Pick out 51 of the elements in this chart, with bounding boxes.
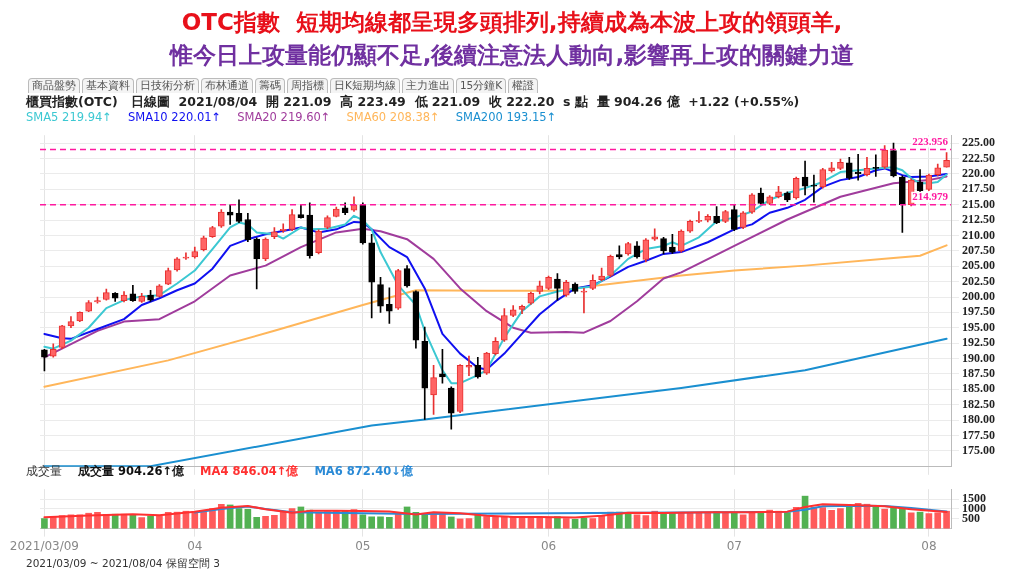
text: 日K短期均線	[330, 78, 400, 93]
x-tick-label: 06	[540, 538, 557, 553]
text: SMA10 220.01↑	[127, 110, 222, 125]
y-tick-label: 200.00	[962, 289, 995, 304]
y-tick-label: 190.00	[962, 350, 995, 365]
y-tick-label: 197.50	[962, 304, 995, 319]
y-tick-label: 187.50	[962, 366, 995, 380]
text: 布林通道	[201, 78, 253, 93]
y-tick-label: 207.50	[962, 242, 995, 257]
y-tick-label: 212.50	[962, 212, 995, 227]
y-tick-label: 175.00	[962, 442, 995, 457]
text: 籌碼	[255, 78, 285, 93]
x-tick-label: 05	[355, 538, 371, 553]
text: SMA60 208.38↑	[346, 110, 440, 125]
y-tick-label: 195.00	[962, 319, 995, 334]
x-tick-label: 08	[921, 538, 937, 553]
text: 商品盤勢	[28, 78, 80, 93]
text: 日技術分析	[136, 78, 199, 93]
text: 主力進出	[401, 78, 454, 93]
text: MA4 846.04↑億	[200, 464, 299, 479]
text: SMA5 219.94↑	[26, 110, 112, 125]
text: 2021/03/09 ~ 2021/08/04 保留空間 3	[26, 557, 220, 571]
chart-title: OTC指數 短期均線都呈現多頭排列,持續成為本波上攻的領頭羊, 惟今日上攻量能仍顯不足,後續注意法人動向,影響再上攻的關鍵力道	[168, 8, 856, 70]
chart-subtitle: 櫃買指數(OTC) 日線圖 2021/08/04 開 221.09 高 223.49 低 221.09 收 222.20 s 點 量 904.26 億 +1.22 (+0.55%)	[26, 94, 800, 111]
text: 成交量 904.26↑億	[78, 464, 185, 479]
y-tick-label: 225.00	[962, 135, 995, 150]
y-tick-label: 220.00	[962, 166, 995, 181]
x-tick-label: 2021/03/09	[9, 538, 80, 553]
y-tick-label: 192.50	[962, 335, 995, 350]
y-tick-label: 210.00	[962, 227, 995, 242]
text: 權證	[508, 78, 539, 93]
text: 基本資料	[82, 78, 134, 93]
text: SMA20 219.60↑	[237, 110, 331, 125]
x-tick-label: 04	[187, 538, 203, 553]
x-tick-label: 07	[726, 538, 742, 553]
chart-title: 成交量	[26, 464, 62, 479]
text: SMA200 193.15↑	[455, 110, 557, 125]
y-tick-label: 222.50	[962, 150, 995, 165]
ref-line-label: 223.956	[912, 134, 949, 147]
y-tick-label: 217.50	[962, 181, 995, 196]
ref-line-label: 214.979	[912, 190, 949, 203]
y-tick-label: 182.50	[962, 396, 995, 411]
text: 周指標	[287, 78, 328, 93]
y-tick-label: 185.00	[962, 381, 995, 396]
text: 15分鐘K	[455, 78, 507, 93]
y-tick-label: 177.50	[962, 427, 995, 442]
y-tick-label: 180.00	[962, 412, 995, 427]
y-tick-label: 205.00	[962, 258, 995, 273]
y-tick-label: 202.50	[962, 273, 995, 288]
text: MA6 872.40↓億	[314, 464, 413, 479]
y-tick-label: 215.00	[962, 196, 995, 211]
